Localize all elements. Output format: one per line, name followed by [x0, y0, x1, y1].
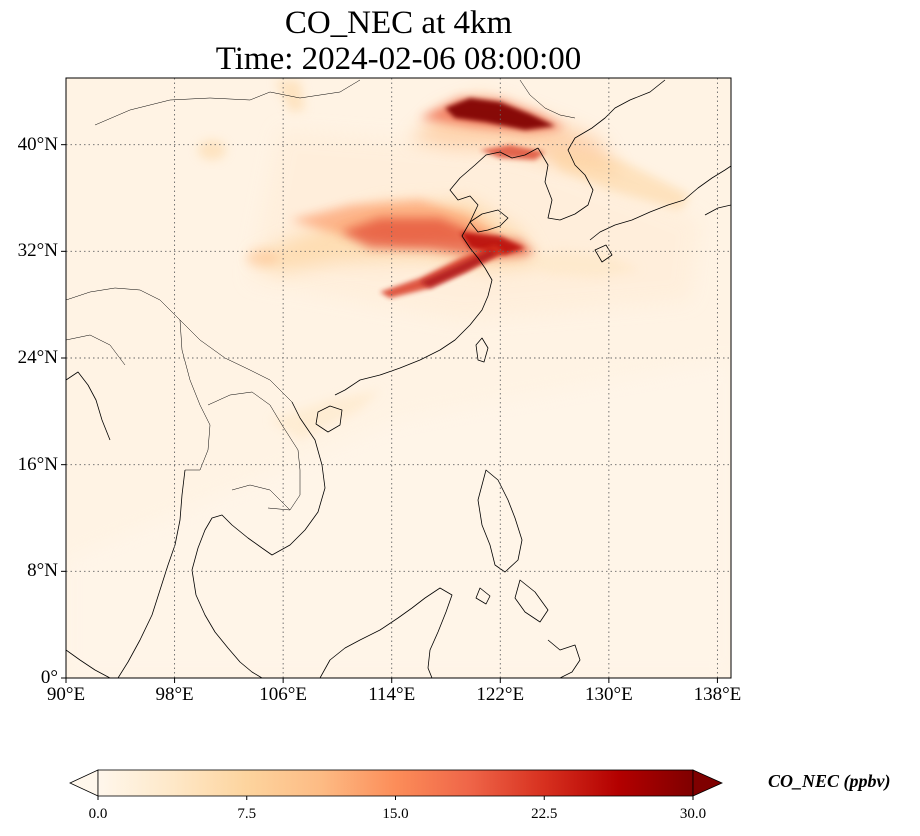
colorbar-label: CO_NEC (ppbv)	[768, 771, 891, 791]
lon-tick-label: 106°E	[259, 684, 307, 705]
gridlines	[66, 78, 731, 678]
colorbar-tick-label: 22.5	[531, 806, 558, 822]
lon-tick-label: 90°E	[46, 684, 86, 705]
colorbar	[69, 769, 723, 800]
concentration-field	[66, 78, 731, 678]
lon-tick-label: 114°E	[368, 684, 416, 705]
lat-tick-label: 32°N	[17, 240, 58, 262]
colorbar-tick-label: 7.5	[237, 806, 257, 822]
lat-tick-label: 24°N	[17, 347, 58, 368]
lat-tick-label: 40°N	[17, 133, 58, 155]
colorbar-extend-high	[692, 769, 723, 797]
colorbar-extend-low	[69, 769, 99, 797]
country-borders	[66, 79, 576, 511]
colorbar-tick-label: 30.0	[679, 806, 707, 822]
lon-tick-label: 130°E	[584, 684, 633, 705]
coastlines	[66, 79, 731, 678]
lon-tick-label: 122°E	[476, 684, 525, 705]
plot-subtitle: Time: 2024-02-06 08:00:00	[215, 41, 582, 77]
lat-tick-label: 0°	[40, 667, 58, 688]
lon-tick-label: 138°E	[693, 684, 742, 705]
lat-tick-label: 8°N	[27, 560, 58, 582]
lon-tick-label: 98°E	[155, 684, 194, 705]
lat-tick-label: 16°N	[17, 453, 58, 475]
colorbar-tick-label: 15.0	[382, 806, 409, 822]
plot-title: CO_NEC at 4km	[284, 5, 513, 41]
map-frame	[65, 77, 732, 679]
colorbar-gradient	[97, 769, 694, 797]
colorbar-tick-label: 0.0	[88, 806, 108, 822]
